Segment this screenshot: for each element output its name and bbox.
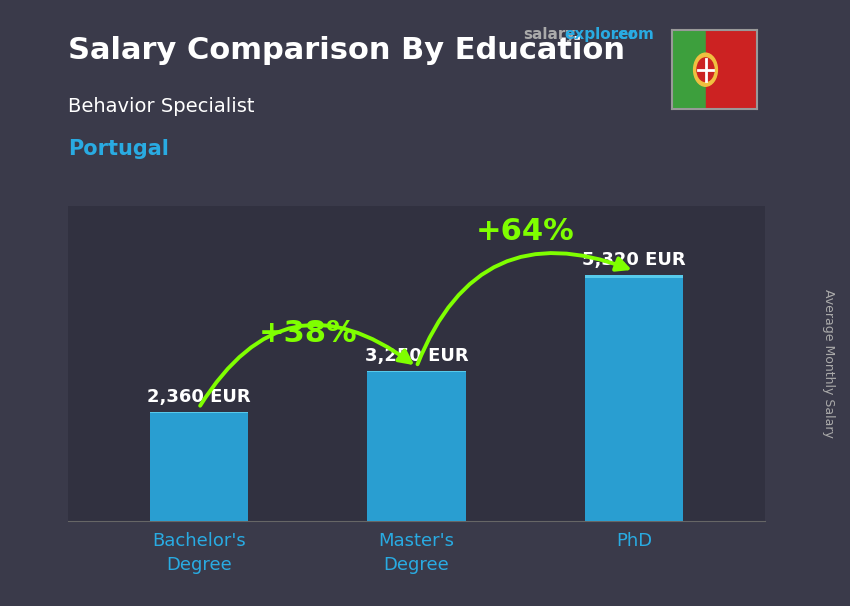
Text: .com: .com: [614, 27, 654, 42]
Text: Portugal: Portugal: [68, 139, 169, 159]
Circle shape: [694, 53, 717, 86]
Bar: [586, 275, 683, 521]
Text: 2,360 EUR: 2,360 EUR: [147, 388, 251, 406]
Text: explorer: explorer: [564, 27, 637, 42]
Bar: [150, 412, 247, 413]
Text: Behavior Specialist: Behavior Specialist: [68, 97, 254, 116]
Bar: [367, 370, 466, 372]
Text: Salary Comparison By Education: Salary Comparison By Education: [68, 36, 625, 65]
Text: salary: salary: [523, 27, 575, 42]
Text: +64%: +64%: [476, 217, 575, 246]
Bar: [672, 30, 705, 109]
Text: +38%: +38%: [258, 319, 357, 348]
Text: 5,320 EUR: 5,320 EUR: [582, 251, 686, 268]
Bar: [150, 412, 247, 521]
Bar: [367, 370, 466, 521]
Text: Average Monthly Salary: Average Monthly Salary: [822, 289, 836, 438]
Bar: [586, 275, 683, 278]
Circle shape: [697, 58, 714, 82]
Text: 3,250 EUR: 3,250 EUR: [365, 347, 468, 365]
Bar: [706, 30, 756, 109]
